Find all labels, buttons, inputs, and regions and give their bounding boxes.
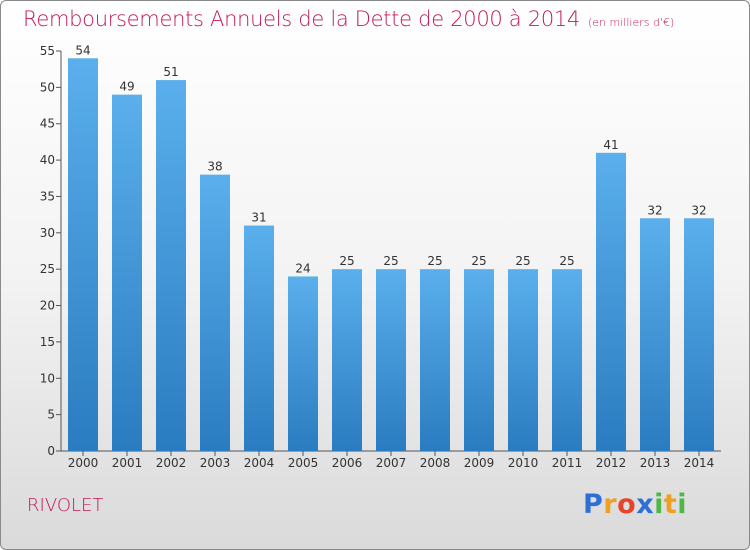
bar — [200, 174, 230, 452]
commune-name: RIVOLET — [27, 495, 104, 516]
y-tick-label: 0 — [47, 444, 55, 458]
bar — [68, 58, 98, 451]
bar-value-label: 49 — [119, 80, 134, 94]
bar — [552, 269, 582, 451]
y-tick-label: 25 — [40, 262, 55, 276]
x-tick-label: 2003 — [200, 456, 231, 470]
logo-letter: t — [663, 489, 678, 520]
bar-value-label: 25 — [471, 254, 486, 268]
y-tick-label: 20 — [40, 299, 55, 313]
x-tick-label: 2012 — [596, 456, 627, 470]
bar — [508, 269, 538, 451]
bar — [640, 218, 670, 451]
bar-value-label: 51 — [163, 65, 178, 79]
x-tick-label: 2011 — [552, 456, 583, 470]
bar — [420, 269, 450, 451]
y-tick-label: 40 — [40, 153, 55, 167]
bar-value-label: 41 — [603, 138, 618, 152]
x-tick-label: 2005 — [288, 456, 319, 470]
chart-title-text: Remboursements Annuels de la Dette de 20… — [23, 7, 580, 31]
bar — [376, 269, 406, 451]
logo-letter: i — [677, 489, 688, 520]
logo-letter: o — [617, 489, 637, 520]
bar-value-label: 25 — [515, 254, 530, 268]
x-tick-label: 2002 — [156, 456, 187, 470]
logo-letter: r — [603, 489, 618, 520]
y-tick-label: 45 — [40, 117, 55, 131]
y-tick-label: 15 — [40, 335, 55, 349]
bar — [112, 94, 142, 452]
x-tick-label: 2009 — [464, 456, 495, 470]
x-tick-label: 2000 — [68, 456, 99, 470]
logo-letter: P — [583, 489, 604, 520]
bar-value-label: 54 — [75, 43, 90, 57]
logo-letter: x — [636, 489, 655, 520]
bar-value-label: 25 — [427, 254, 442, 268]
y-tick-label: 55 — [40, 44, 55, 58]
bar — [332, 269, 362, 451]
bar-value-label: 38 — [207, 160, 222, 174]
x-tick-label: 2006 — [332, 456, 363, 470]
y-tick-label: 50 — [40, 80, 55, 94]
bar-value-label: 31 — [251, 211, 266, 225]
bar-value-label: 25 — [339, 254, 354, 268]
bar — [596, 152, 626, 451]
x-tick-label: 2008 — [420, 456, 451, 470]
y-axis: 0 5 10 15 20 25 30 35 40 45 50 55 — [40, 44, 62, 458]
bar-series: 54 49 51 38 31 24 25 25 25 25 25 25 41 32 32 — [68, 43, 714, 452]
x-tick-label: 2014 — [684, 456, 715, 470]
bar-value-label: 32 — [647, 203, 662, 217]
bar-value-label: 24 — [295, 261, 310, 275]
bar — [288, 276, 318, 451]
bar — [464, 269, 494, 451]
x-tick-label: 2010 — [508, 456, 539, 470]
bar-value-label: 32 — [691, 203, 706, 217]
bar-value-label: 25 — [559, 254, 574, 268]
y-tick-label: 35 — [40, 189, 55, 203]
x-tick-label: 2013 — [640, 456, 671, 470]
x-tick-label: 2007 — [376, 456, 407, 470]
bar-value-label: 25 — [383, 254, 398, 268]
bar — [156, 80, 186, 451]
bar — [244, 225, 274, 451]
y-tick-label: 30 — [40, 226, 55, 240]
chart-unit: (en milliers d'€) — [588, 16, 675, 29]
proxiti-logo: Proxiti — [583, 489, 687, 520]
chart-title: Remboursements Annuels de la Dette de 20… — [23, 7, 674, 31]
x-tick-label: 2004 — [244, 456, 275, 470]
logo-letter: i — [654, 489, 664, 520]
x-axis: 2000 2001 2002 2003 2004 2005 2006 2007 2008 2009… — [61, 450, 721, 470]
y-tick-label: 5 — [47, 408, 55, 422]
bar — [684, 218, 714, 451]
x-tick-label: 2001 — [112, 456, 143, 470]
y-tick-label: 10 — [40, 371, 55, 385]
